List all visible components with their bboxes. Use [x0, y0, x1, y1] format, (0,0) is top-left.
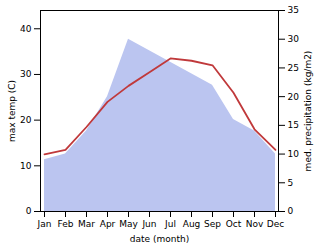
- svg-text:Sep: Sep: [204, 219, 221, 229]
- svg-text:Apr: Apr: [100, 219, 116, 229]
- svg-text:max temp (C): max temp (C): [7, 80, 17, 142]
- svg-text:0: 0: [288, 206, 294, 216]
- svg-text:20: 20: [288, 92, 300, 102]
- svg-text:Mar: Mar: [78, 219, 95, 229]
- svg-text:40: 40: [20, 24, 32, 34]
- svg-text:35: 35: [288, 5, 299, 15]
- svg-text:Jan: Jan: [37, 219, 52, 229]
- svg-text:Aug: Aug: [183, 219, 201, 229]
- svg-text:10: 10: [20, 161, 32, 171]
- svg-text:Jul: Jul: [164, 219, 176, 229]
- svg-text:May: May: [119, 219, 138, 229]
- svg-text:10: 10: [288, 149, 300, 159]
- svg-text:25: 25: [288, 63, 299, 73]
- svg-text:20: 20: [20, 115, 32, 125]
- svg-text:15: 15: [288, 120, 299, 130]
- svg-text:30: 30: [288, 34, 300, 44]
- svg-text:Feb: Feb: [58, 219, 74, 229]
- svg-text:Oct: Oct: [226, 219, 242, 229]
- svg-text:0: 0: [26, 206, 32, 216]
- svg-text:Nov: Nov: [246, 219, 264, 229]
- svg-text:Jun: Jun: [141, 219, 156, 229]
- svg-text:5: 5: [288, 178, 294, 188]
- svg-text:med. precipitation (kg/m2): med. precipitation (kg/m2): [303, 51, 313, 172]
- svg-text:date (month): date (month): [130, 234, 189, 244]
- svg-text:30: 30: [20, 69, 32, 79]
- svg-text:Dec: Dec: [267, 219, 284, 229]
